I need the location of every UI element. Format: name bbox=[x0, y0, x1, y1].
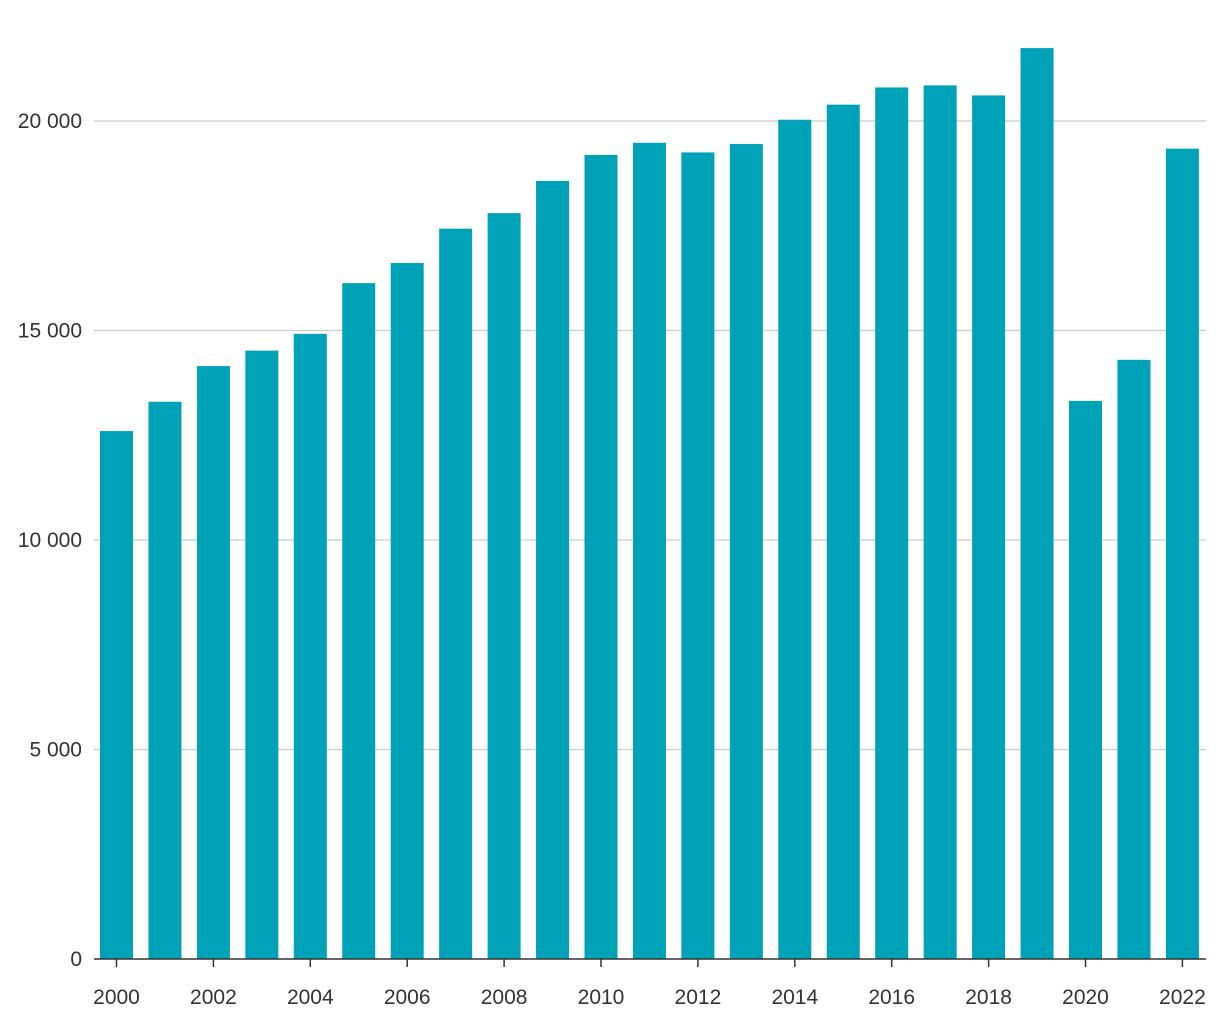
x-tick-label: 2018 bbox=[965, 986, 1012, 1009]
x-tick-label: 2020 bbox=[1062, 986, 1109, 1009]
bar-2002 bbox=[196, 366, 230, 959]
x-tick-label: 2006 bbox=[384, 986, 431, 1009]
bar-2003 bbox=[245, 350, 279, 959]
bar-2004 bbox=[293, 333, 327, 959]
bar-2008 bbox=[487, 213, 521, 959]
bar-2022 bbox=[1165, 148, 1199, 960]
x-tick-label: 2012 bbox=[675, 986, 722, 1009]
x-tick-label: 2014 bbox=[771, 986, 818, 1009]
y-tick-label: 10 000 bbox=[18, 529, 82, 552]
bar-2017 bbox=[923, 85, 957, 959]
y-tick-label: 5 000 bbox=[29, 739, 82, 762]
x-tick-label: 2002 bbox=[190, 986, 237, 1009]
x-tick-label: 2010 bbox=[578, 986, 625, 1009]
bar-2011 bbox=[632, 142, 666, 960]
x-axis: 2000 2002 2004 2006 2008 2010 2012 2014 2016 2018… bbox=[93, 958, 1206, 1009]
x-tick-label: 2008 bbox=[481, 986, 528, 1009]
bar-2007 bbox=[439, 228, 473, 960]
x-tick-label: 2022 bbox=[1159, 986, 1206, 1009]
bar-2013 bbox=[729, 144, 763, 960]
bar-2009 bbox=[536, 180, 570, 960]
y-tick-label: 0 bbox=[70, 948, 82, 971]
bar-2021 bbox=[1117, 359, 1151, 960]
bar-2018 bbox=[972, 95, 1006, 960]
bar-2015 bbox=[826, 104, 860, 959]
bar-2016 bbox=[875, 87, 909, 960]
x-tick-label: 2016 bbox=[868, 986, 915, 1009]
bar-2020 bbox=[1069, 400, 1102, 960]
bar-2005 bbox=[342, 283, 376, 959]
bar-2012 bbox=[681, 152, 715, 960]
bar-2010 bbox=[584, 154, 618, 960]
bar-2000 bbox=[100, 431, 133, 959]
bars bbox=[100, 48, 1199, 960]
x-tick-label: 2000 bbox=[93, 986, 140, 1009]
bar-2001 bbox=[148, 401, 182, 960]
bar-2014 bbox=[778, 119, 812, 960]
bar-2006 bbox=[390, 263, 424, 959]
y-axis: 0 5 000 10 000 15 000 20 000 bbox=[18, 110, 82, 971]
x-tick-label: 2004 bbox=[287, 986, 334, 1009]
bar-2019 bbox=[1020, 48, 1054, 960]
y-tick-label: 15 000 bbox=[18, 320, 82, 343]
y-tick-label: 20 000 bbox=[18, 110, 82, 133]
